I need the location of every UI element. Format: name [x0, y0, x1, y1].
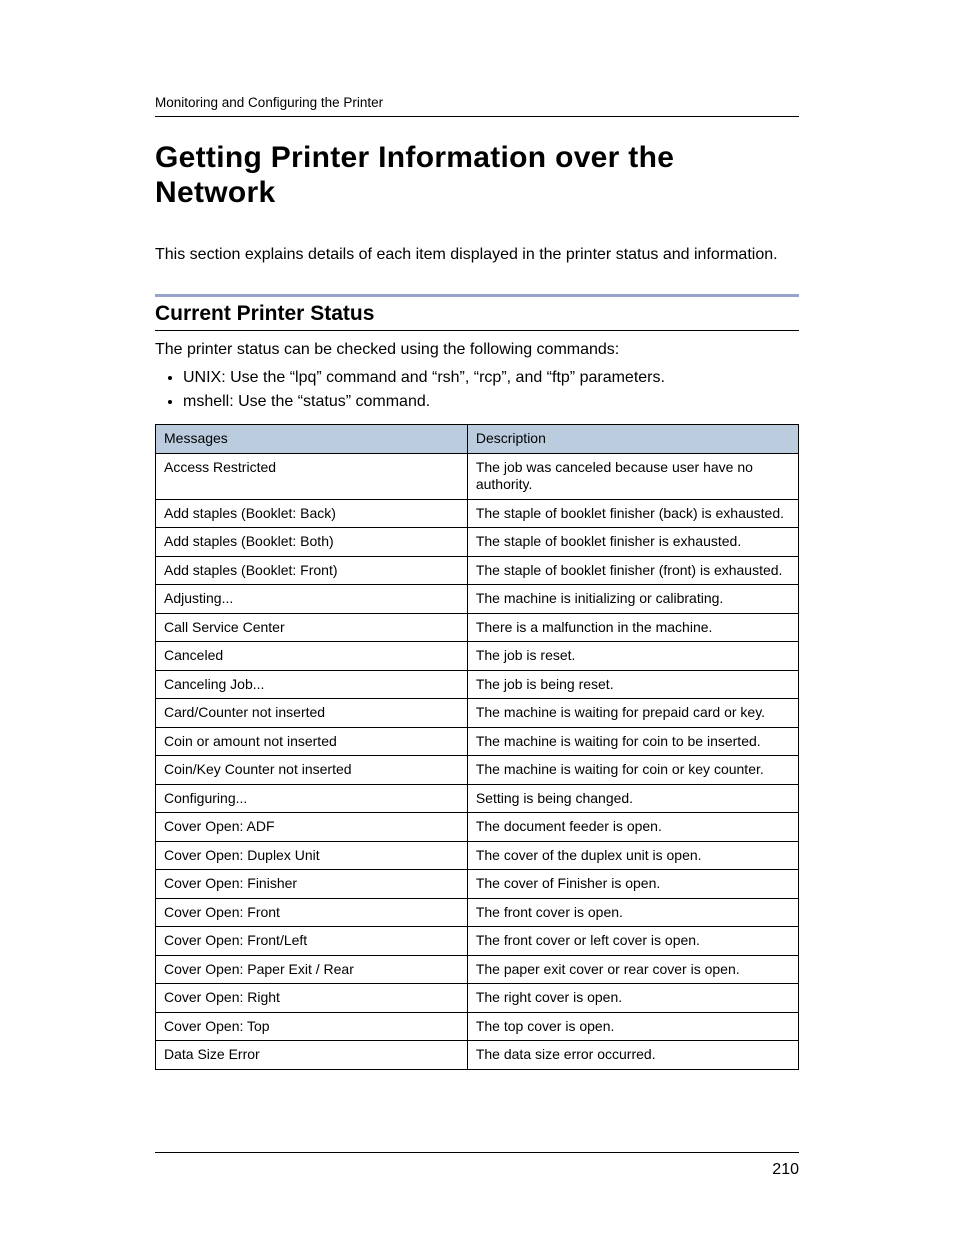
cell-description: The cover of Finisher is open.	[467, 870, 798, 899]
table-header-row: Messages Description	[156, 425, 799, 454]
cell-description: The job was canceled because user have n…	[467, 453, 798, 499]
cell-description: The data size error occurred.	[467, 1041, 798, 1070]
cell-description: Setting is being changed.	[467, 784, 798, 813]
cell-description: The document feeder is open.	[467, 813, 798, 842]
cell-description: The cover of the duplex unit is open.	[467, 841, 798, 870]
cell-message: Cover Open: ADF	[156, 813, 468, 842]
cell-description: The staple of booklet finisher (back) is…	[467, 499, 798, 528]
running-header: Monitoring and Configuring the Printer	[155, 95, 799, 116]
page-title: Getting Printer Information over the Net…	[155, 141, 799, 210]
table-row: Cover Open: Paper Exit / RearThe paper e…	[156, 955, 799, 984]
col-header-messages: Messages	[156, 425, 468, 454]
cell-message: Add staples (Booklet: Front)	[156, 556, 468, 585]
cell-description: The machine is waiting for prepaid card …	[467, 699, 798, 728]
cell-description: The machine is waiting for coin or key c…	[467, 756, 798, 785]
cell-description: The front cover is open.	[467, 898, 798, 927]
table-row: Add staples (Booklet: Both)The staple of…	[156, 528, 799, 557]
cell-message: Cover Open: Right	[156, 984, 468, 1013]
cell-description: The right cover is open.	[467, 984, 798, 1013]
page-number: 210	[772, 1161, 799, 1179]
cell-message: Coin or amount not inserted	[156, 727, 468, 756]
cell-message: Configuring...	[156, 784, 468, 813]
cell-description: The front cover or left cover is open.	[467, 927, 798, 956]
cell-message: Cover Open: Top	[156, 1012, 468, 1041]
cell-message: Cover Open: Paper Exit / Rear	[156, 955, 468, 984]
table-row: Cover Open: FrontThe front cover is open…	[156, 898, 799, 927]
cell-message: Canceled	[156, 642, 468, 671]
table-row: Cover Open: Duplex UnitThe cover of the …	[156, 841, 799, 870]
cell-message: Card/Counter not inserted	[156, 699, 468, 728]
table-row: Cover Open: ADFThe document feeder is op…	[156, 813, 799, 842]
table-row: Cover Open: TopThe top cover is open.	[156, 1012, 799, 1041]
cell-description: There is a malfunction in the machine.	[467, 613, 798, 642]
list-item: UNIX: Use the “lpq” command and “rsh”, “…	[183, 366, 799, 390]
table-row: Canceling Job...The job is being reset.	[156, 670, 799, 699]
table-row: Add staples (Booklet: Back)The staple of…	[156, 499, 799, 528]
table-row: Call Service CenterThere is a malfunctio…	[156, 613, 799, 642]
cell-description: The staple of booklet finisher (front) i…	[467, 556, 798, 585]
table-row: Adjusting...The machine is initializing …	[156, 585, 799, 614]
table-row: Configuring...Setting is being changed.	[156, 784, 799, 813]
table-row: Access RestrictedThe job was canceled be…	[156, 453, 799, 499]
table-row: Cover Open: FinisherThe cover of Finishe…	[156, 870, 799, 899]
cell-description: The paper exit cover or rear cover is op…	[467, 955, 798, 984]
table-row: Card/Counter not insertedThe machine is …	[156, 699, 799, 728]
cell-message: Cover Open: Front	[156, 898, 468, 927]
intro-paragraph: This section explains details of each it…	[155, 244, 799, 266]
cell-description: The job is being reset.	[467, 670, 798, 699]
col-header-description: Description	[467, 425, 798, 454]
status-table: Messages Description Access RestrictedTh…	[155, 424, 799, 1070]
cell-message: Cover Open: Front/Left	[156, 927, 468, 956]
cell-message: Canceling Job...	[156, 670, 468, 699]
cell-message: Adjusting...	[156, 585, 468, 614]
cell-message: Cover Open: Finisher	[156, 870, 468, 899]
cell-description: The top cover is open.	[467, 1012, 798, 1041]
footer-rule	[155, 1152, 799, 1153]
section-lead: The printer status can be checked using …	[155, 339, 799, 361]
header-rule	[155, 116, 799, 117]
section-rule-bottom	[155, 330, 799, 331]
cell-message: Coin/Key Counter not inserted	[156, 756, 468, 785]
table-row: Data Size ErrorThe data size error occur…	[156, 1041, 799, 1070]
cell-message: Add staples (Booklet: Back)	[156, 499, 468, 528]
cell-message: Data Size Error	[156, 1041, 468, 1070]
cell-description: The staple of booklet finisher is exhaus…	[467, 528, 798, 557]
table-row: Add staples (Booklet: Front)The staple o…	[156, 556, 799, 585]
cell-message: Add staples (Booklet: Both)	[156, 528, 468, 557]
command-list: UNIX: Use the “lpq” command and “rsh”, “…	[155, 366, 799, 414]
page: Monitoring and Configuring the Printer G…	[0, 0, 954, 1235]
section-heading: Current Printer Status	[155, 300, 799, 328]
cell-message: Call Service Center	[156, 613, 468, 642]
cell-description: The machine is initializing or calibrati…	[467, 585, 798, 614]
table-row: Cover Open: Front/LeftThe front cover or…	[156, 927, 799, 956]
cell-description: The job is reset.	[467, 642, 798, 671]
table-row: CanceledThe job is reset.	[156, 642, 799, 671]
table-row: Coin or amount not insertedThe machine i…	[156, 727, 799, 756]
cell-message: Cover Open: Duplex Unit	[156, 841, 468, 870]
section-rule-top	[155, 294, 799, 297]
table-row: Coin/Key Counter not insertedThe machine…	[156, 756, 799, 785]
list-item: mshell: Use the “status” command.	[183, 390, 799, 414]
cell-message: Access Restricted	[156, 453, 468, 499]
cell-description: The machine is waiting for coin to be in…	[467, 727, 798, 756]
table-row: Cover Open: RightThe right cover is open…	[156, 984, 799, 1013]
